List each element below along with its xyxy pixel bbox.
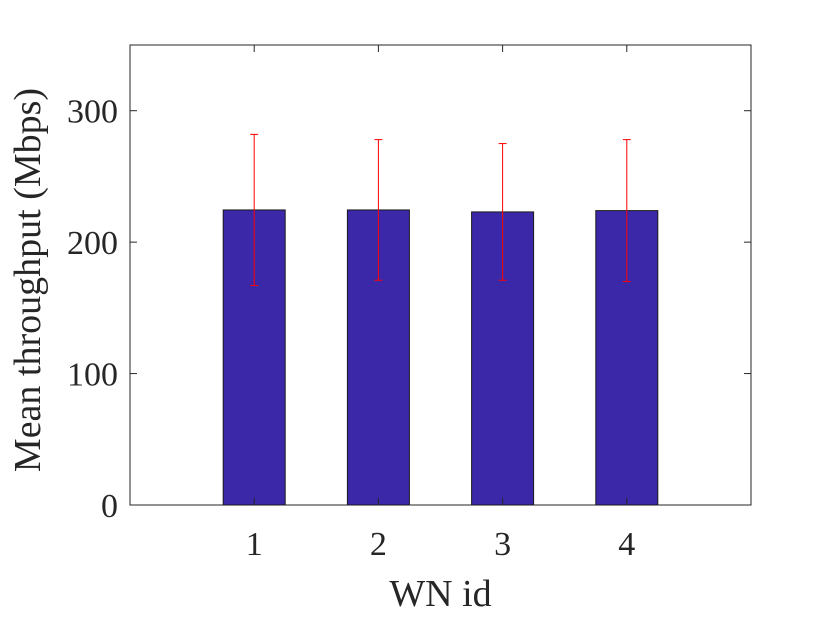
error-bar-2 — [374, 139, 383, 281]
x-tick-label-1: 1 — [246, 526, 263, 563]
y-tick-label-100: 100 — [67, 357, 118, 394]
x-axis-ticks: 1 2 3 4 — [246, 45, 635, 563]
x-tick-label-3: 3 — [494, 526, 511, 563]
x-tick-label-4: 4 — [618, 526, 635, 563]
y-axis-ticks: 0 100 200 300 — [67, 94, 751, 525]
y-axis-label: Mean throughput (Mbps) — [7, 88, 49, 472]
x-tick-label-2: 2 — [370, 526, 387, 563]
y-tick-label-0: 0 — [101, 488, 118, 525]
error-bars-layer — [250, 133, 631, 287]
error-bar-1 — [250, 133, 259, 287]
error-bar-4 — [622, 139, 631, 283]
error-bar-3 — [498, 143, 507, 281]
y-tick-label-300: 300 — [67, 94, 118, 131]
y-tick-label-200: 200 — [67, 225, 118, 262]
x-axis-label: WN id — [389, 573, 491, 615]
